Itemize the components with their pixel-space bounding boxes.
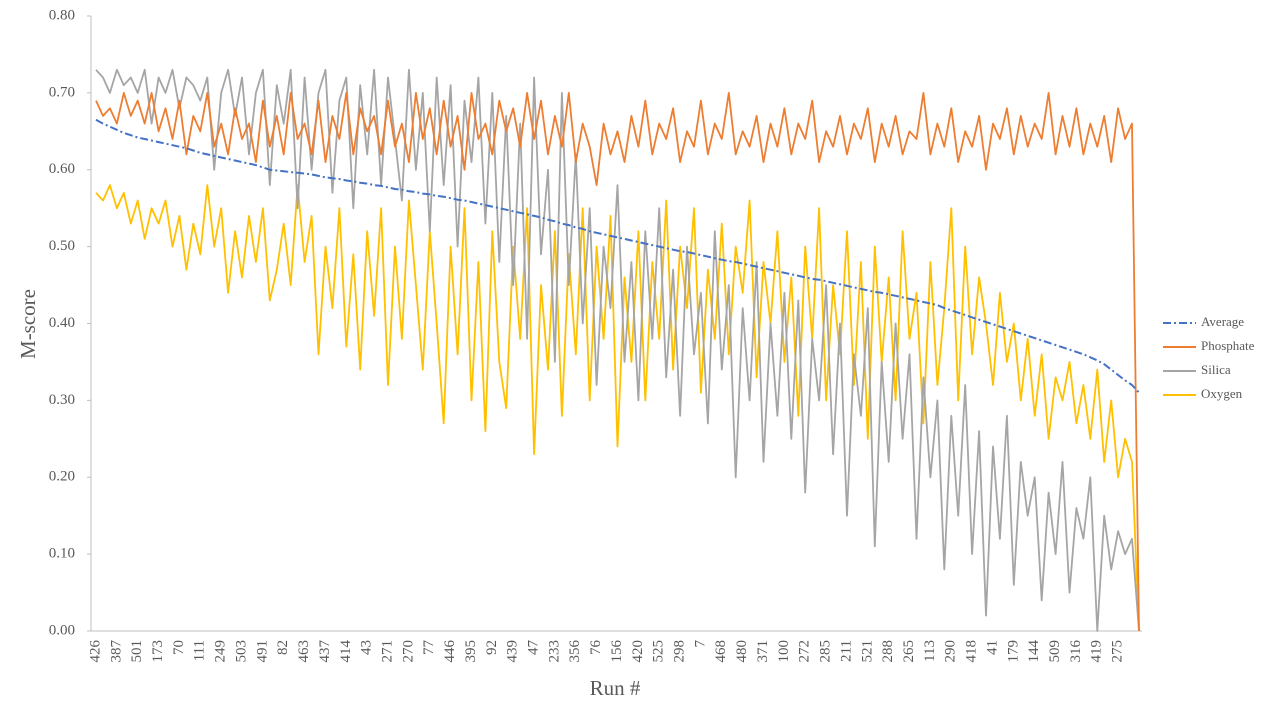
x-tick-label: 179 xyxy=(1005,640,1021,663)
x-tick-label: 437 xyxy=(317,640,333,663)
y-tick-label: 0.70 xyxy=(49,84,75,100)
x-tick-label: 233 xyxy=(546,640,562,663)
x-tick-label: 43 xyxy=(359,640,375,655)
x-tick-label: 41 xyxy=(984,640,1000,655)
x-tick-label: 77 xyxy=(421,640,437,656)
legend-label: Phosphate xyxy=(1201,338,1255,353)
x-tick-label: 111 xyxy=(192,640,208,661)
x-tick-label: 113 xyxy=(922,640,938,662)
x-tick-label: 249 xyxy=(213,640,229,663)
x-tick-label: 298 xyxy=(672,640,688,663)
x-tick-label: 468 xyxy=(713,640,729,663)
x-tick-label: 288 xyxy=(880,640,896,663)
x-tick-label: 356 xyxy=(567,640,583,663)
x-tick-label: 316 xyxy=(1068,640,1084,663)
legend-label: Silica xyxy=(1201,362,1231,377)
x-tick-label: 76 xyxy=(588,640,604,656)
x-tick-label: 525 xyxy=(651,640,667,663)
x-tick-label: 463 xyxy=(296,640,312,663)
x-tick-label: 82 xyxy=(275,640,291,655)
x-tick-label: 480 xyxy=(734,640,750,663)
y-tick-label: 0.40 xyxy=(49,315,75,331)
x-tick-label: 285 xyxy=(818,640,834,663)
x-tick-label: 47 xyxy=(525,640,541,656)
x-tick-label: 290 xyxy=(943,640,959,663)
x-tick-label: 70 xyxy=(171,640,187,655)
x-tick-label: 156 xyxy=(609,640,625,663)
x-tick-label: 419 xyxy=(1089,640,1105,663)
x-tick-label: 100 xyxy=(776,640,792,663)
y-tick-label: 0.30 xyxy=(49,392,75,408)
x-tick-label: 501 xyxy=(129,640,145,663)
x-tick-label: 418 xyxy=(964,640,980,663)
x-tick-label: 275 xyxy=(1110,640,1126,663)
x-tick-label: 387 xyxy=(108,640,124,663)
y-tick-label: 0.60 xyxy=(49,161,75,177)
y-tick-label: 0.50 xyxy=(49,238,75,254)
x-tick-label: 521 xyxy=(859,640,875,663)
x-tick-label: 211 xyxy=(838,640,854,662)
x-tick-label: 426 xyxy=(87,640,103,663)
x-tick-label: 92 xyxy=(484,640,500,655)
legend-label: Oxygen xyxy=(1201,386,1243,401)
legend-label: Average xyxy=(1201,314,1244,329)
x-tick-label: 439 xyxy=(505,640,521,663)
x-tick-label: 272 xyxy=(797,640,813,663)
y-tick-label: 0.00 xyxy=(49,622,75,638)
x-tick-label: 144 xyxy=(1026,640,1042,663)
series-line xyxy=(95,68,1140,632)
x-tick-label: 491 xyxy=(254,640,270,663)
x-tick-label: 503 xyxy=(233,640,249,663)
x-tick-label: 420 xyxy=(630,640,646,663)
x-tick-label: 446 xyxy=(442,640,458,663)
series-line xyxy=(95,92,1140,632)
x-tick-label: 371 xyxy=(755,640,771,663)
series-line xyxy=(95,118,1140,394)
x-tick-label: 265 xyxy=(901,640,917,663)
y-tick-label: 0.80 xyxy=(49,7,75,23)
x-axis-title: Run # xyxy=(590,676,641,700)
series-line xyxy=(95,184,1140,632)
y-tick-label: 0.10 xyxy=(49,546,75,562)
x-tick-label: 509 xyxy=(1047,640,1063,663)
y-axis-title: M-score xyxy=(16,289,40,359)
x-tick-label: 414 xyxy=(338,640,354,663)
x-tick-label: 395 xyxy=(463,640,479,663)
x-tick-label: 173 xyxy=(150,640,166,663)
x-tick-label: 270 xyxy=(400,640,416,663)
x-tick-label: 271 xyxy=(379,640,395,663)
x-tick-label: 7 xyxy=(692,640,708,648)
y-tick-label: 0.20 xyxy=(49,469,75,485)
